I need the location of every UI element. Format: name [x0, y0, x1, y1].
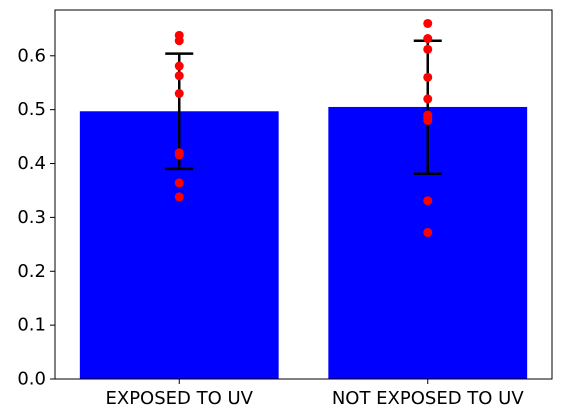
y-tick-label-2: 0.2 — [17, 261, 46, 282]
point-1-1 — [423, 34, 432, 43]
point-1-2 — [423, 45, 432, 54]
plot-marks — [80, 19, 527, 379]
point-1-4 — [423, 94, 432, 103]
y-tick-label-4: 0.4 — [17, 153, 46, 174]
y-tick-label-1: 0.1 — [17, 315, 46, 336]
point-0-3 — [175, 71, 184, 80]
y-axis: 0.0 0.1 0.2 0.3 0.4 0.5 0.6 — [17, 45, 55, 389]
x-axis: EXPOSED TO UV NOT EXPOSED TO UV — [106, 379, 525, 409]
point-1-3 — [423, 73, 432, 82]
point-1-7 — [423, 116, 432, 125]
point-1-9 — [423, 228, 432, 237]
point-1-0 — [423, 19, 432, 28]
y-tick-label-6: 0.6 — [17, 45, 46, 66]
point-1-8 — [423, 196, 432, 205]
x-tick-label-0: EXPOSED TO UV — [106, 388, 254, 409]
y-tick-label-3: 0.3 — [17, 207, 46, 228]
y-tick-label-5: 0.5 — [17, 99, 46, 120]
y-tick-label-0: 0.0 — [17, 369, 46, 390]
point-0-8 — [175, 192, 184, 201]
point-0-7 — [175, 178, 184, 187]
point-0-2 — [175, 62, 184, 71]
point-0-4 — [175, 89, 184, 98]
x-tick-label-1: NOT EXPOSED TO UV — [332, 388, 525, 409]
point-0-1 — [175, 36, 184, 45]
point-0-6 — [175, 150, 184, 159]
